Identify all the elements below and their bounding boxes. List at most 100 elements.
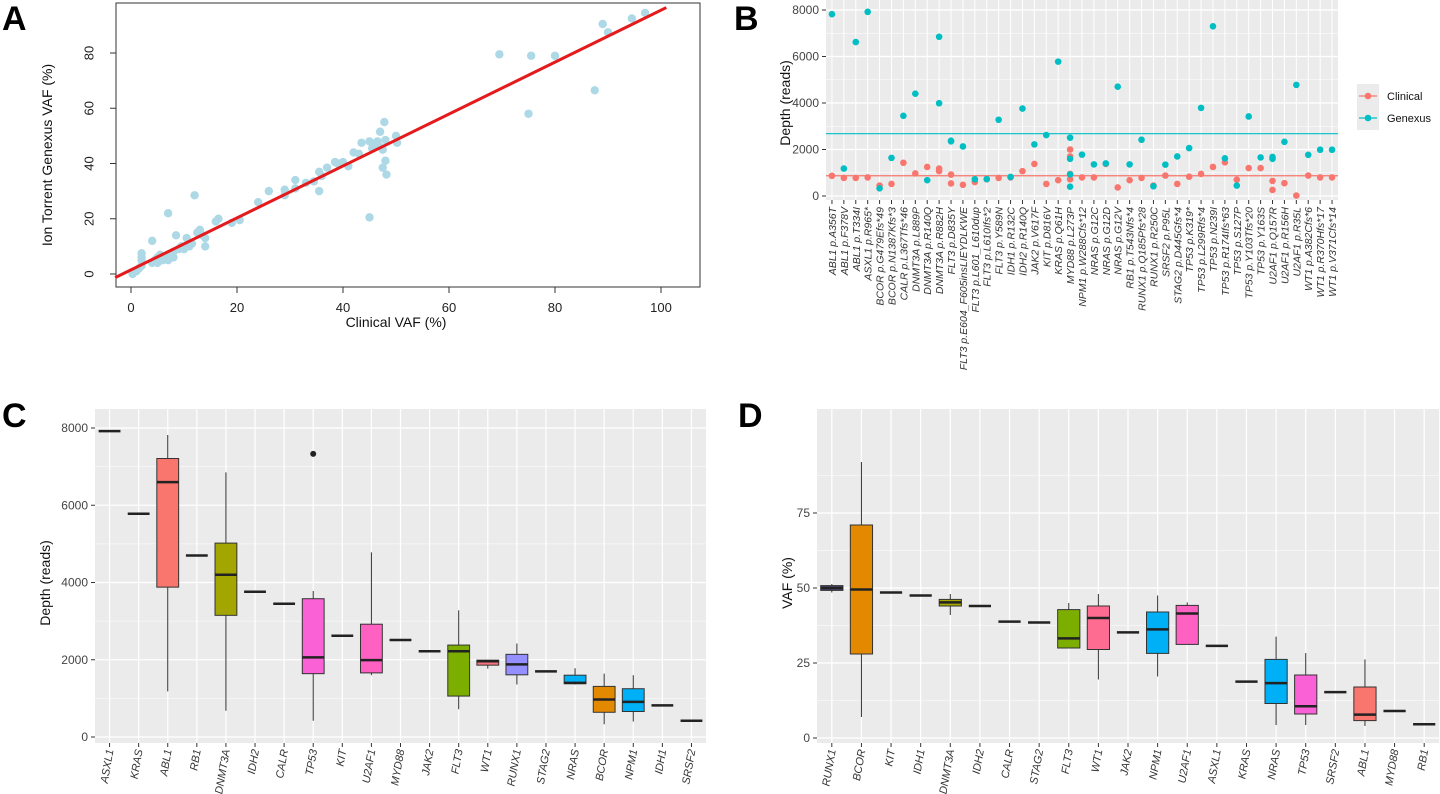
box-body [156,458,180,588]
x-tick-label: RB1 p.T543Nfs*4 [1125,207,1137,289]
y-tick-label: 60 [82,101,97,115]
box-body [1264,658,1288,705]
x-tick-label: NPM1 [623,748,640,780]
x-tick-label: NRAS [1266,748,1283,781]
scatter-point [357,138,366,147]
x-tick-label: NRAS [565,748,582,781]
x-tick-label: FLT3 p.L610Ifs*2 [982,207,994,287]
box-body [1146,611,1170,654]
box-body [1353,686,1377,722]
point-clinical [888,180,895,188]
x-tick-label: ABL1 [158,748,175,778]
x-tick-label: RB1 [188,748,204,771]
x-tick-label: TP53 p.Y163S [1256,207,1268,275]
box-abl1 [1353,659,1377,726]
point-genexus [1257,154,1264,161]
x-tick-label: IDH1 p.R132C [1006,207,1018,276]
fit-line [114,6,667,279]
x-tick-label: IDH1 [653,748,669,775]
panel-b-label: B [734,0,759,38]
x-tick-label: BCOR [594,748,611,781]
scatter-point [524,109,533,118]
scatter-point [190,191,199,200]
x-tick-label: BCOR p.N1387Kfs*3 [886,207,898,305]
legend-key-point [1364,114,1372,122]
point-clinical [1126,176,1133,184]
panel-c-boxplot: 0 2000 4000 6000 8000 ASXL1 KRAS ABL1 RB1 DNMT3A… [37,409,706,794]
point-clinical [1173,180,1181,188]
x-tick-label: KIT p.D816V [1041,206,1053,267]
box-runx1 [505,643,529,685]
x-tick-label: NRAS p.G12D [1101,207,1113,276]
point-genexus [1066,134,1074,141]
y-axis-label: Depth (reads) [777,60,793,146]
point-genexus [1281,138,1288,146]
panel-a-frame [115,2,701,288]
box-npm1 [1146,595,1170,677]
x-tick-label: JAK2 [1118,748,1135,777]
x-tick-label: DNMT3A p.R882H [934,207,946,295]
box-body [447,644,471,697]
point-genexus [1007,173,1014,181]
x-tick-label: RUNX1 [820,748,838,787]
y-tick-label: 4000 [61,576,88,590]
x-tick-label: ASXL1 [1206,748,1224,785]
point-clinical [923,163,931,171]
x-tick-label: IDH2 [246,748,262,775]
point-clinical [900,159,907,167]
point-clinical [1162,172,1169,179]
point-clinical [1138,174,1145,182]
y-tick-label: 75 [797,506,811,520]
point-genexus [1054,58,1062,65]
y-axis-label: Ion Torrent Genexus VAF (%) [39,64,55,246]
panel-d-boxplot: 0 25 50 75 RUNX1 BCOR KIT IDH1 DNMT3A IDH2 CALR ST… [779,409,1439,794]
point-genexus [1031,141,1038,148]
x-tick-label: MYD88 [1383,748,1401,787]
scatter-point [640,8,650,18]
x-tick-label: ASXL1 [99,748,117,785]
y-axis-label: Depth (reads) [37,540,53,626]
point-clinical [1209,163,1217,171]
x-tick-label: SRSF2 [1324,748,1342,785]
scatter-point [627,14,637,23]
y-tick-label: 20 [82,212,97,226]
y-tick-label: 6000 [792,50,819,64]
scatter-point [201,242,210,251]
box-dnmt3a [214,472,238,711]
box-body [1086,605,1110,650]
box-npm1 [621,675,645,722]
point-genexus [935,99,943,107]
point-clinical [1233,176,1241,184]
point-genexus [971,175,979,183]
y-tick-label: 0 [81,730,88,744]
x-tick-label: NPM1 [1147,748,1164,780]
x-tick-label: DNMT3A p.L889P [910,207,922,292]
point-genexus [840,165,848,172]
x-tick-label: TP53 [1296,748,1313,777]
x-tick-label: 0 [127,300,134,315]
x-tick-label: KRAS [129,748,146,780]
x-tick-label: BCOR [851,748,868,781]
point-genexus [959,143,967,150]
scatter-point [378,163,387,172]
box-flt3 [1057,603,1081,649]
x-tick-label: DNMT3A [938,748,958,794]
x-tick-label: NRAS p.G12C [1089,207,1101,276]
y-tick-label: 80 [82,46,97,60]
x-tick-label: 20 [230,300,244,315]
panel-c-label: C [2,397,27,435]
point-clinical [1042,180,1050,188]
x-tick-label: DNMT3A [213,748,233,794]
x-tick-label: IDH1 [911,748,927,775]
point-clinical [1316,174,1324,181]
y-tick-label: 50 [797,581,811,595]
y-tick-label: 0 [803,731,810,745]
x-tick-label: U2AF1 p.R156H [1279,207,1291,284]
x-tick-label: STAG2 p.D445Gfs*4 [1172,207,1184,304]
point-clinical [840,174,848,182]
y-tick-label: 40 [82,156,97,170]
x-tick-label: TP53 p.N239I [1208,207,1220,272]
box-bcor [592,673,616,725]
point-clinical [1257,164,1264,172]
point-genexus [1328,146,1336,154]
